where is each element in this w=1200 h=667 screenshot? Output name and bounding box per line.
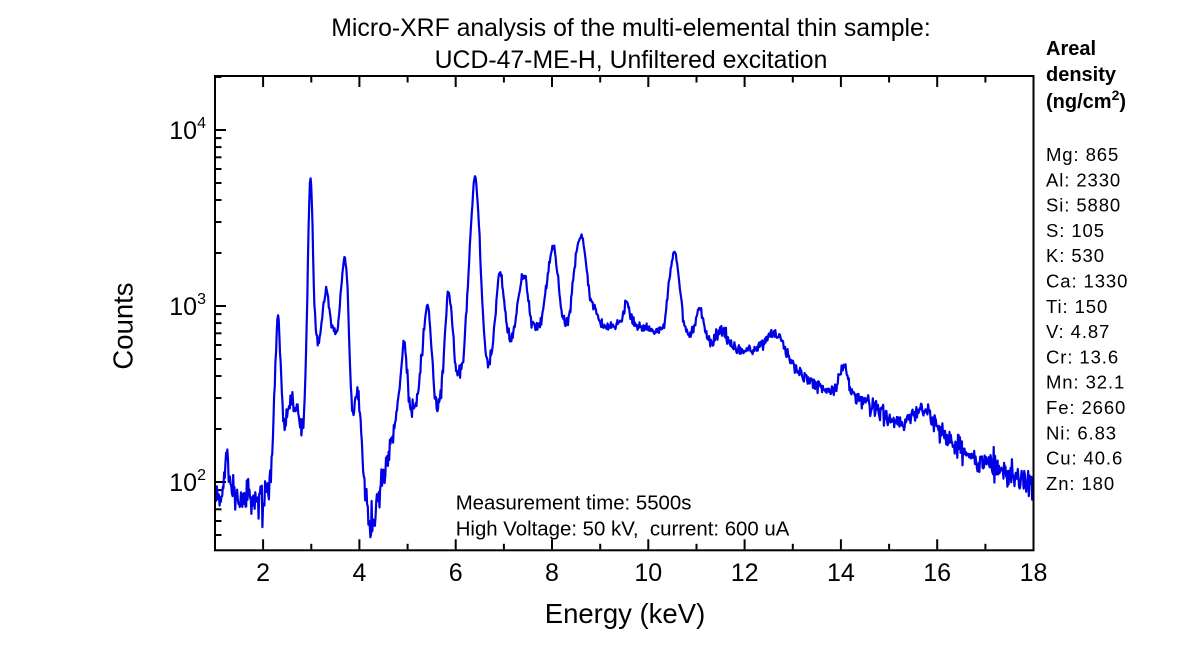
svg-text:18: 18	[1020, 559, 1048, 587]
svg-text:2: 2	[256, 559, 270, 587]
svg-text:6: 6	[449, 559, 463, 587]
svg-text:K: 530: K: 530	[1046, 245, 1105, 266]
svg-text:Areal: Areal	[1046, 38, 1096, 60]
svg-text:V: 4.87: V: 4.87	[1046, 321, 1110, 342]
svg-text:S: 105: S: 105	[1046, 220, 1105, 241]
svg-text:10: 10	[634, 559, 662, 587]
svg-text:Mn: 32.1: Mn: 32.1	[1046, 372, 1125, 393]
svg-text:Al: 2330: Al: 2330	[1046, 169, 1121, 190]
svg-text:Ca: 1330: Ca: 1330	[1046, 271, 1128, 292]
svg-text:8: 8	[545, 559, 559, 587]
svg-text:High Voltage: 50 kV, current:: High Voltage: 50 kV, current: 600 uA	[456, 518, 790, 540]
svg-text:Fe: 2660: Fe: 2660	[1046, 397, 1126, 418]
svg-text:16: 16	[923, 559, 951, 587]
svg-text:Cr: 13.6: Cr: 13.6	[1046, 346, 1119, 367]
svg-text:Cu: 40.6: Cu: 40.6	[1046, 448, 1123, 469]
svg-text:Si: 5880: Si: 5880	[1046, 195, 1121, 216]
svg-text:4: 4	[352, 559, 366, 587]
svg-text:14: 14	[827, 559, 855, 587]
svg-text:Micro-XRF analysis of the mult: Micro-XRF analysis of the multi-elementa…	[331, 15, 930, 42]
svg-text:103: 103	[169, 291, 206, 321]
svg-text:Counts: Counts	[108, 282, 139, 369]
svg-text:Energy (keV): Energy (keV)	[545, 598, 705, 629]
svg-text:Zn: 180: Zn: 180	[1046, 473, 1115, 494]
svg-text:12: 12	[731, 559, 759, 587]
svg-text:density: density	[1046, 64, 1117, 86]
svg-text:Ni: 6.83: Ni: 6.83	[1046, 422, 1117, 443]
svg-text:(ng/cm2): (ng/cm2)	[1046, 87, 1126, 113]
svg-text:UCD-47-ME-H, Unfiltered excita: UCD-47-ME-H, Unfiltered excitation	[435, 47, 828, 74]
svg-text:Ti: 150: Ti: 150	[1046, 296, 1108, 317]
svg-text:Measurement time: 5500s: Measurement time: 5500s	[456, 493, 692, 515]
svg-text:Mg: 865: Mg: 865	[1046, 144, 1119, 165]
